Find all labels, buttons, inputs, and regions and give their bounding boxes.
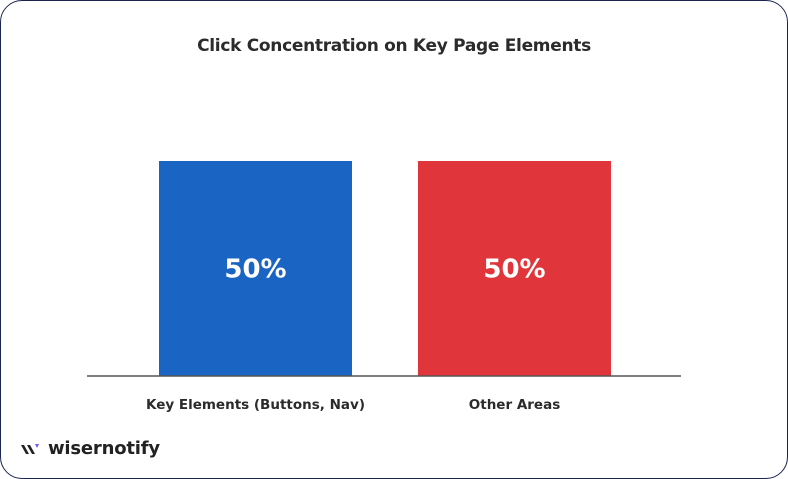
data-label: 50%: [224, 254, 286, 284]
wisernotify-logo-icon: [21, 443, 39, 454]
category-label: Key Elements (Buttons, Nav): [146, 397, 365, 413]
bar: [159, 161, 352, 376]
category-label: Other Areas: [469, 397, 560, 413]
bar: [418, 161, 611, 376]
chart-title: Click Concentration on Key Page Elements: [197, 36, 591, 56]
brand-name: wisernotify: [48, 438, 160, 459]
brand-logo: wisernotify: [20, 438, 160, 459]
data-label: 50%: [483, 254, 545, 284]
